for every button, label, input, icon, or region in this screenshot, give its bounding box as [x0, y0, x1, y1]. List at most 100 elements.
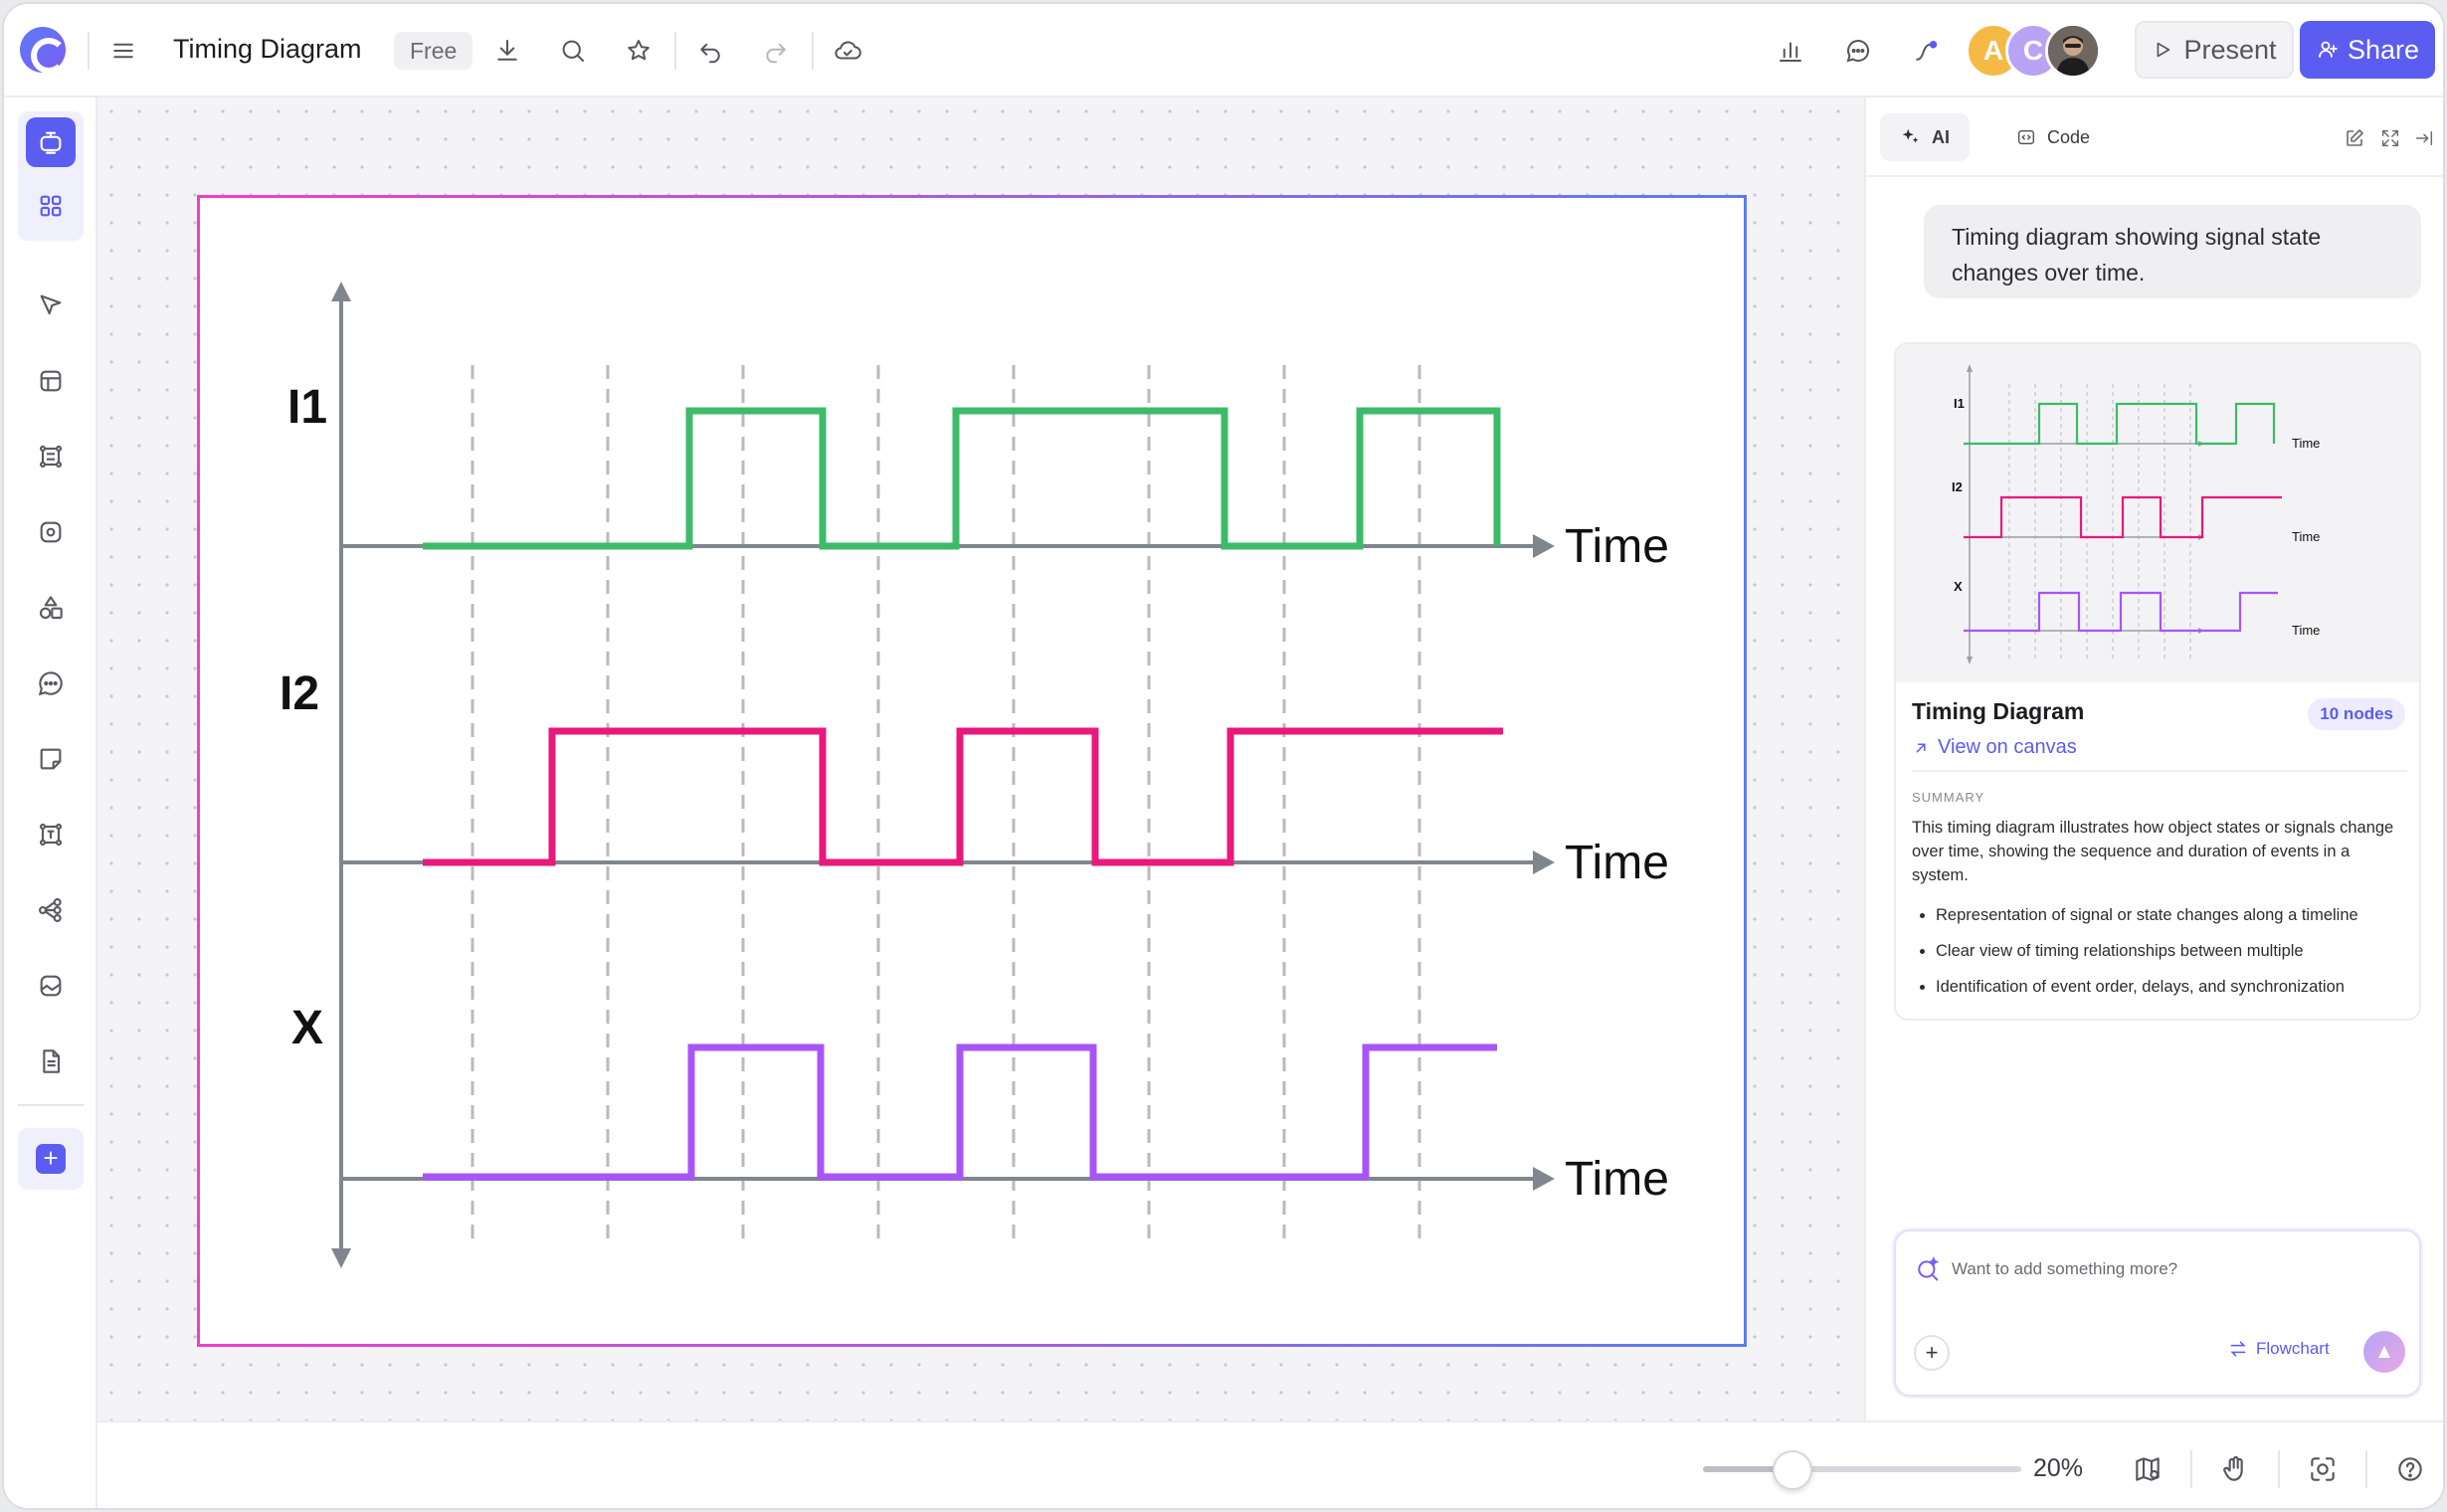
- hand-tool-icon[interactable]: [2212, 1446, 2258, 1492]
- signal-label-i1: I1: [287, 381, 327, 434]
- time-axis-label: Time: [1565, 1153, 1669, 1206]
- help-icon[interactable]: [2387, 1446, 2433, 1492]
- connector-icon[interactable]: [1902, 27, 1950, 75]
- divider: [674, 32, 676, 70]
- edit-icon[interactable]: [2340, 123, 2369, 153]
- share-button[interactable]: Share: [2300, 21, 2435, 79]
- left-toolbar: +: [4, 97, 97, 1508]
- signal-label-i2: I2: [280, 667, 319, 720]
- undo-icon[interactable]: [686, 27, 734, 75]
- signal-i1-waveform: [423, 407, 1501, 550]
- divider: [2365, 1450, 2367, 1488]
- sticky-note-icon[interactable]: [26, 734, 76, 784]
- image-tool-icon[interactable]: [26, 961, 76, 1011]
- star-icon[interactable]: [615, 27, 662, 75]
- zoom-slider-handle[interactable]: [1773, 1450, 1812, 1490]
- templates-grid-icon[interactable]: [26, 181, 76, 231]
- svg-text:I2: I2: [1952, 479, 1963, 494]
- document-title[interactable]: Timing Diagram: [173, 34, 362, 64]
- result-card[interactable]: I1 I2 X Time Time Time Timing Diagram 10…: [1894, 342, 2421, 1021]
- svg-text:Time: Time: [2292, 436, 2320, 451]
- tab-code[interactable]: Code: [1995, 113, 2110, 161]
- list-item: Identification of event order, delays, a…: [1912, 975, 2414, 999]
- ai-panel: AI Code Timing diagram showing signal st…: [1864, 97, 2443, 1420]
- divider: [1866, 175, 2443, 177]
- time-axis-label: Time: [1565, 520, 1669, 573]
- summary-bullets: Representation of signal or state change…: [1912, 903, 2414, 1011]
- zoom-slider[interactable]: [1703, 1466, 2021, 1472]
- plan-badge[interactable]: Free: [394, 32, 473, 70]
- chat-input[interactable]: [1952, 1259, 2389, 1279]
- summary-text: This timing diagram illustrates how obje…: [1912, 819, 2394, 884]
- chat-composer: + Flowchart: [1894, 1229, 2421, 1397]
- bottom-bar: 20%: [97, 1420, 2443, 1508]
- ai-search-icon: [1918, 1256, 1940, 1281]
- more-tools-button[interactable]: +: [18, 1128, 84, 1190]
- svg-text:I1: I1: [1954, 396, 1965, 411]
- tab-ai[interactable]: AI: [1880, 113, 1970, 161]
- swap-icon: [2230, 1341, 2246, 1357]
- time-axis-label: Time: [1565, 837, 1669, 889]
- list-item: Representation of signal or state change…: [1912, 903, 2414, 927]
- list-item: Clear view of timing relationships betwe…: [1912, 939, 2414, 963]
- app-logo-icon[interactable]: [20, 27, 67, 74]
- attach-button[interactable]: +: [1914, 1335, 1950, 1371]
- user-prompt-message: Timing diagram showing signal state chan…: [1924, 205, 2421, 298]
- summary-heading: SUMMARY: [1912, 790, 1985, 805]
- layout-tool-icon[interactable]: [26, 356, 76, 406]
- top-bar: Timing Diagram Free A: [4, 4, 2443, 97]
- sticker-tool-icon[interactable]: [26, 507, 76, 557]
- present-button[interactable]: Present: [2135, 21, 2294, 79]
- download-icon[interactable]: [483, 27, 531, 75]
- menu-icon[interactable]: [99, 27, 147, 75]
- signal-label-x: X: [291, 1002, 323, 1054]
- frame-tool-icon[interactable]: [26, 432, 76, 481]
- axis-arrow-up: [331, 282, 351, 301]
- svg-text:Time: Time: [2292, 623, 2320, 638]
- collapse-panel-icon[interactable]: [2409, 123, 2439, 153]
- flowchart-mode-button[interactable]: Flowchart: [2228, 1339, 2330, 1359]
- map-icon[interactable]: [2125, 1446, 2170, 1492]
- divider: [812, 32, 814, 70]
- card-title: Timing Diagram: [1912, 698, 2085, 724]
- send-icon: [2378, 1346, 2390, 1358]
- fit-to-screen-icon[interactable]: [2300, 1446, 2346, 1492]
- canvas[interactable]: I1 I2 X Time Time Time: [97, 97, 1864, 1420]
- time-gridlines: [471, 365, 1421, 1238]
- play-icon: [2158, 42, 2170, 58]
- ai-diagram-tool[interactable]: [26, 117, 76, 167]
- redo-icon[interactable]: [752, 27, 800, 75]
- nodes-count-badge: 10 nodes: [2308, 698, 2405, 730]
- svg-text:Time: Time: [2292, 529, 2320, 544]
- search-icon[interactable]: [549, 27, 597, 75]
- timing-diagram[interactable]: I1 I2 X Time Time Time: [200, 198, 1744, 1344]
- arrow-up-right-icon: [1916, 743, 1926, 752]
- plus-icon: +: [36, 1144, 66, 1174]
- divider: [1912, 770, 2407, 772]
- divider: [18, 1104, 84, 1106]
- diagram-frame[interactable]: I1 I2 X Time Time Time: [197, 195, 1747, 1347]
- zoom-level[interactable]: 20%: [2033, 1454, 2084, 1482]
- add-user-icon: [2319, 41, 2338, 58]
- comments-icon[interactable]: [1834, 27, 1882, 75]
- shapes-tool-icon[interactable]: [26, 583, 76, 633]
- text-tool-icon[interactable]: [26, 810, 76, 859]
- diagram-thumbnail[interactable]: I1 I2 X Time Time Time: [1896, 344, 2419, 682]
- divider: [2278, 1450, 2280, 1488]
- code-icon: [2017, 129, 2035, 145]
- axis-arrow-down: [331, 1248, 351, 1268]
- send-button[interactable]: [2363, 1331, 2405, 1373]
- chart-icon[interactable]: [1767, 27, 1814, 75]
- expand-icon[interactable]: [2375, 123, 2405, 153]
- divider: [2190, 1450, 2192, 1488]
- cloud-saved-icon[interactable]: [824, 27, 871, 75]
- comment-tool-icon[interactable]: [26, 659, 76, 708]
- mindmap-tool-icon[interactable]: [26, 885, 76, 935]
- signal-x-waveform: [423, 1043, 1497, 1181]
- sparkle-icon: [1902, 128, 1919, 143]
- view-on-canvas-link[interactable]: View on canvas: [1912, 736, 2077, 759]
- document-tool-icon[interactable]: [26, 1037, 76, 1086]
- select-tool-icon[interactable]: [26, 281, 76, 330]
- avatar-photo[interactable]: [2045, 23, 2101, 79]
